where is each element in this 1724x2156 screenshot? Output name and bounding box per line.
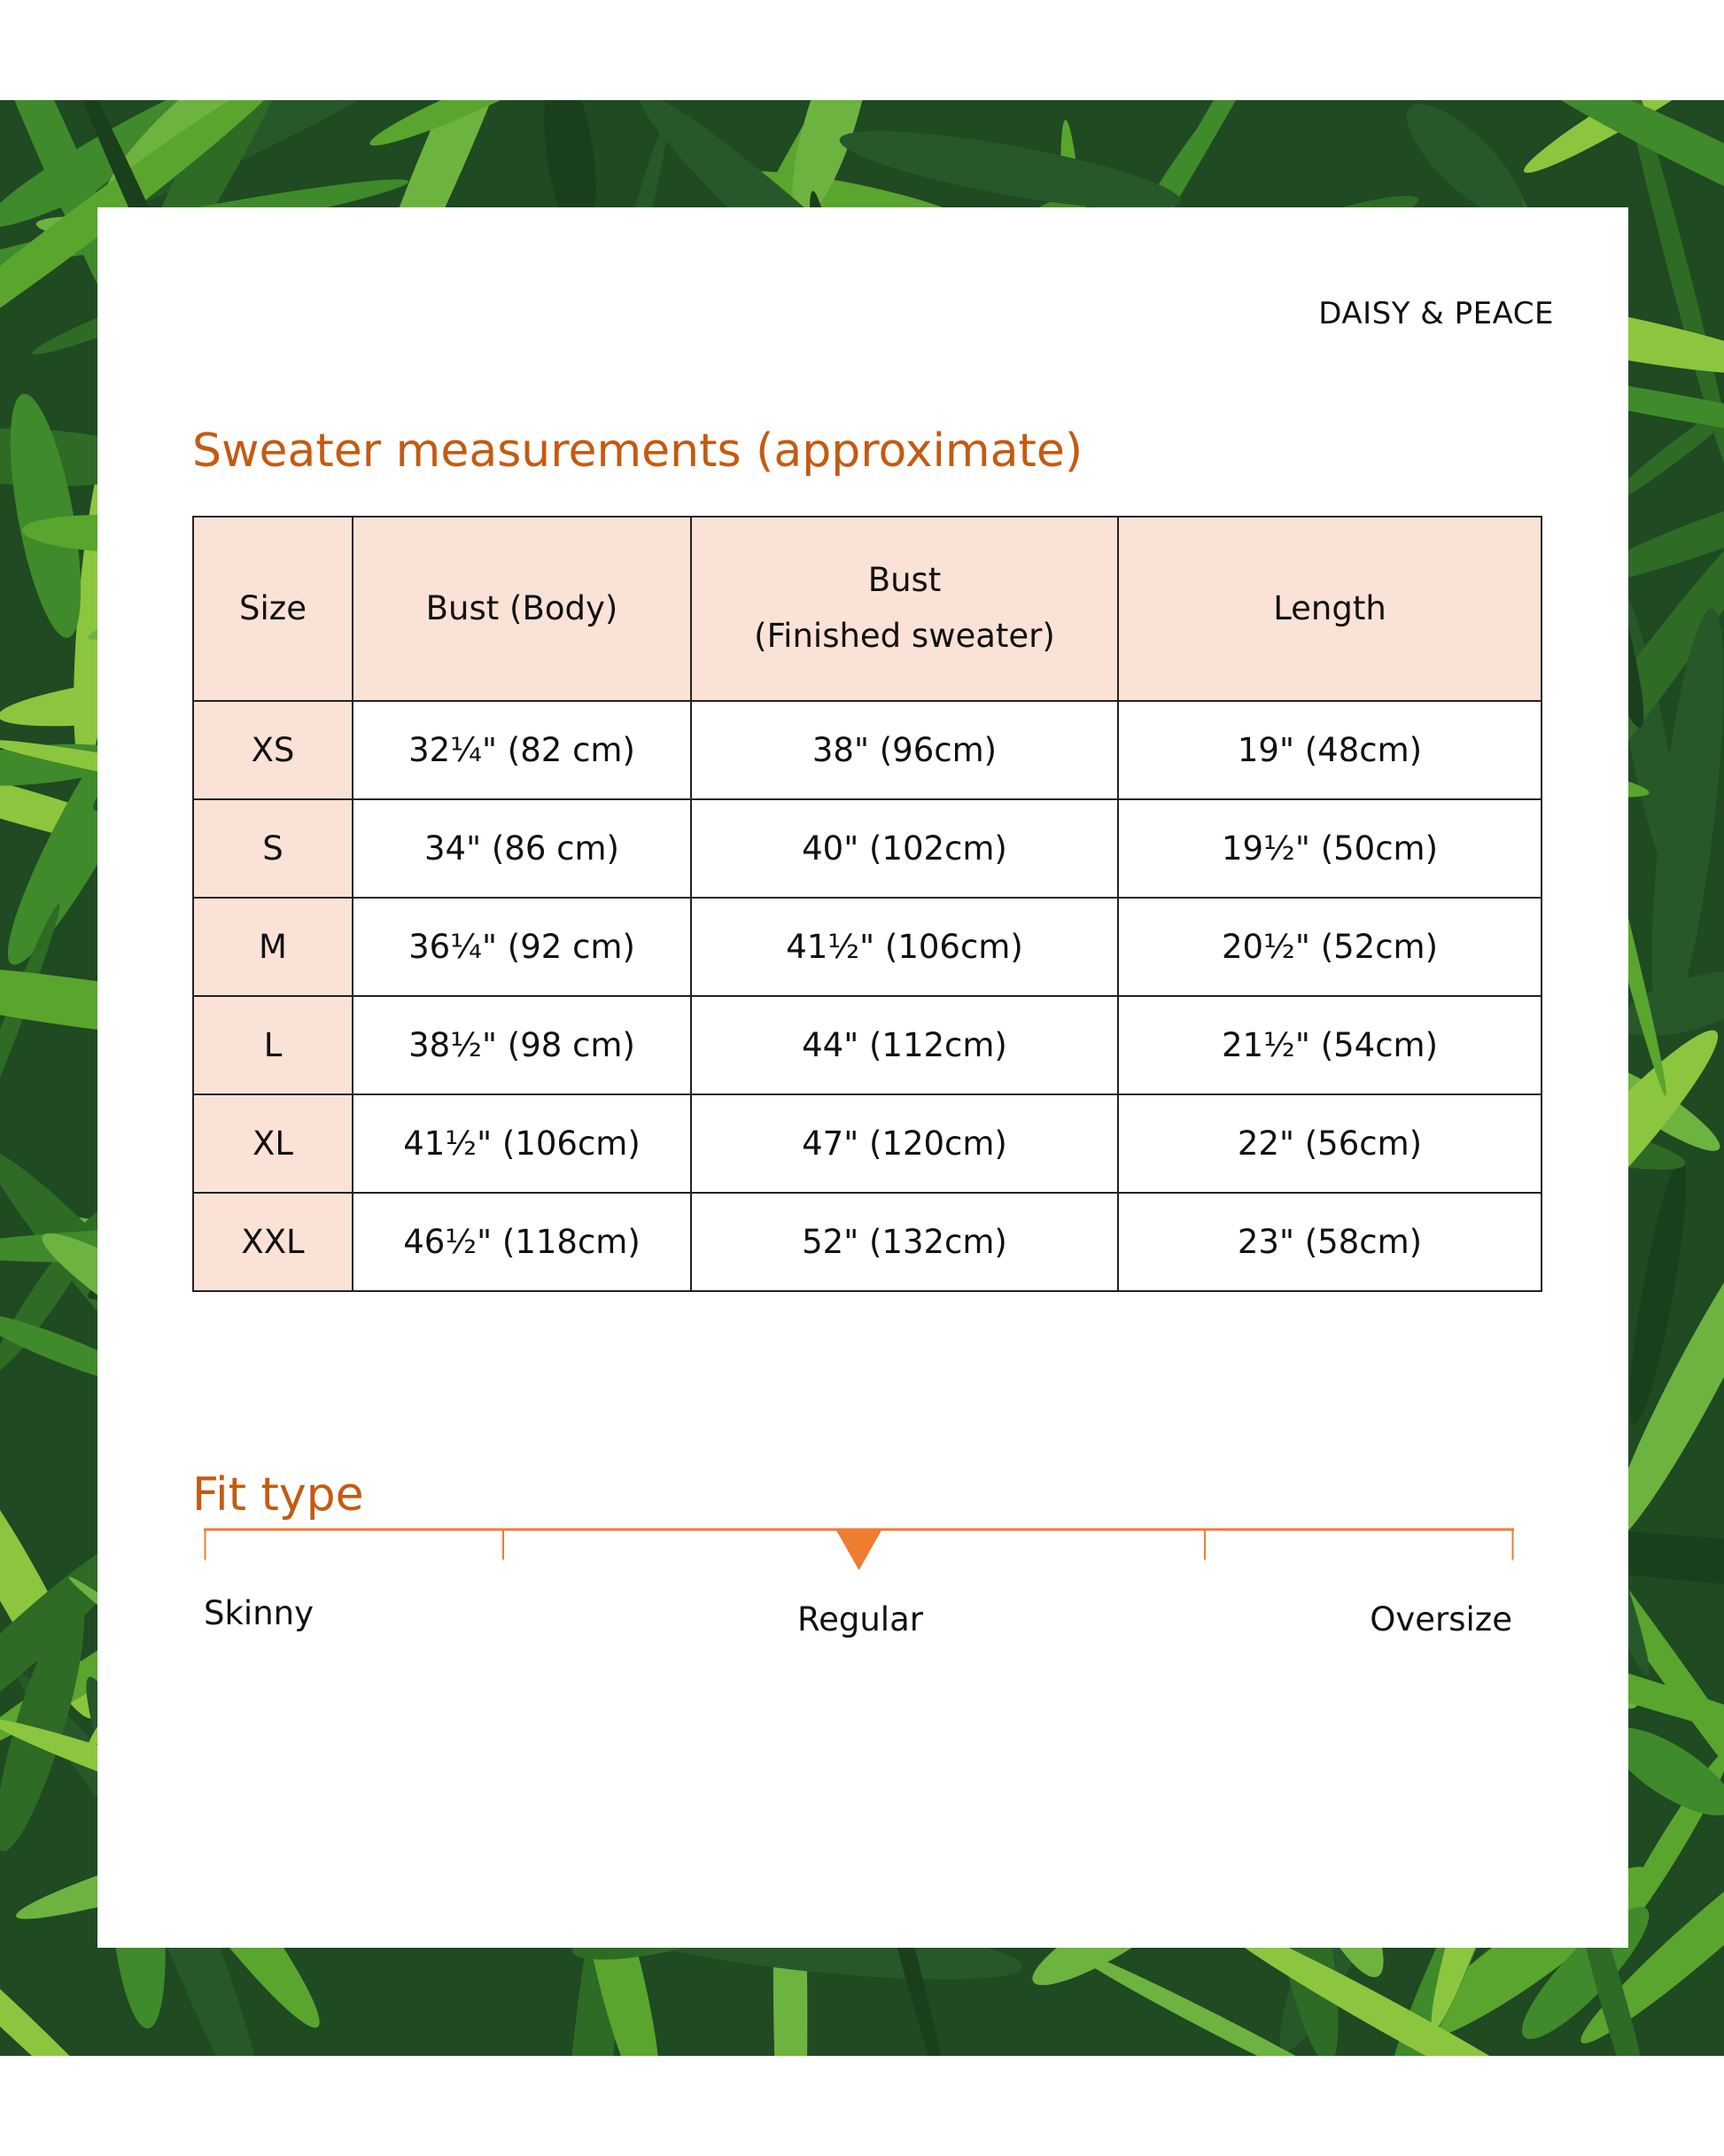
leaf	[0, 1599, 84, 1852]
cell-length: 20½" (52cm)	[1117, 897, 1542, 997]
leaf	[0, 1881, 147, 2056]
fit-label-oversize: Oversize	[1370, 1600, 1512, 1638]
cell-bust-finished: 47" (120cm)	[690, 1094, 1119, 1194]
header-bust-line2: (Finished sweater)	[754, 617, 1055, 655]
table-row: M 36¼" (92 cm) 41½" (106cm) 20½" (52cm)	[192, 897, 1542, 997]
leaf	[1213, 1919, 1612, 2056]
header-bust-line1: Bust	[867, 561, 942, 600]
cell-bust-body: 36¼" (92 cm)	[352, 897, 692, 997]
cell-bust-body: 34" (86 cm)	[352, 798, 692, 899]
cell-bust-finished: 38" (96cm)	[690, 700, 1119, 800]
table-row: L 38½" (98 cm) 44" (112cm) 21½" (54cm)	[192, 995, 1542, 1095]
cell-bust-body: 38½" (98 cm)	[352, 995, 692, 1095]
leaf	[1580, 476, 1724, 585]
cell-length: 23" (58cm)	[1117, 1192, 1542, 1292]
header-length: Length	[1117, 516, 1542, 702]
leaf	[792, 100, 871, 218]
leaf	[1619, 971, 1724, 1037]
leaf	[1607, 1204, 1724, 1545]
cell-size: XL	[192, 1094, 353, 1194]
fit-label-skinny: Skinny	[204, 1594, 314, 1632]
fit-type-title: Fit type	[192, 1468, 364, 1522]
leaf	[1406, 104, 1523, 219]
size-chart-card: DAISY & PEACE Sweater measurements (appr…	[97, 207, 1628, 1948]
fit-label-regular: Regular	[797, 1600, 923, 1638]
cell-bust-finished: 41½" (106cm)	[690, 897, 1119, 997]
leaf	[1617, 100, 1724, 487]
brand-name: DAISY & PEACE	[1318, 296, 1554, 331]
leaf	[1629, 1157, 1687, 1426]
leaf	[369, 100, 559, 146]
table-header-row: Size Bust (Body) Bust (Finished sweater) …	[192, 516, 1542, 702]
table-row: S 34" (86 cm) 40" (102cm) 19½" (50cm)	[192, 798, 1542, 899]
cell-length: 21½" (54cm)	[1117, 995, 1542, 1095]
cell-bust-finished: 40" (102cm)	[690, 798, 1119, 899]
cell-length: 22" (56cm)	[1117, 1094, 1542, 1194]
leaf	[1508, 100, 1724, 262]
cell-bust-finished: 44" (112cm)	[690, 995, 1119, 1095]
table-row: XXL 46½" (118cm) 52" (132cm) 23" (58cm)	[192, 1192, 1542, 1292]
cell-size: L	[192, 995, 353, 1095]
header-size: Size	[192, 516, 353, 702]
leaf	[1610, 1727, 1724, 1816]
cell-bust-body: 41½" (106cm)	[352, 1094, 692, 1194]
measurements-table: Size Bust (Body) Bust (Finished sweater) …	[192, 516, 1542, 1292]
cell-bust-finished: 52" (132cm)	[690, 1192, 1119, 1292]
cell-size: XS	[192, 700, 353, 800]
leaf	[0, 100, 286, 384]
leaf	[1068, 1948, 1383, 2056]
cell-size: M	[192, 897, 353, 997]
page-title: Sweater measurements (approximate)	[192, 424, 1083, 478]
table-row: XL 41½" (106cm) 47" (120cm) 22" (56cm)	[192, 1094, 1542, 1194]
fit-marker	[835, 1529, 882, 1570]
cell-bust-body: 46½" (118cm)	[352, 1192, 692, 1292]
table-row: XS 32¼" (82 cm) 38" (96cm) 19" (48cm)	[192, 700, 1542, 800]
cell-length: 19" (48cm)	[1117, 700, 1542, 800]
cell-bust-body: 32¼" (82 cm)	[352, 700, 692, 800]
cell-size: S	[192, 798, 353, 899]
leaf	[544, 100, 596, 237]
cell-size: XXL	[192, 1192, 353, 1292]
leaf	[1651, 608, 1724, 1029]
header-bust-body: Bust (Body)	[352, 516, 692, 702]
header-bust-finished: Bust (Finished sweater)	[690, 516, 1119, 702]
fit-scale	[204, 1528, 1514, 1570]
leaf	[0, 1532, 144, 1743]
leaf	[10, 393, 82, 638]
leaf	[839, 130, 1181, 210]
cell-length: 19½" (50cm)	[1117, 798, 1542, 899]
leaf	[1580, 1817, 1724, 2043]
